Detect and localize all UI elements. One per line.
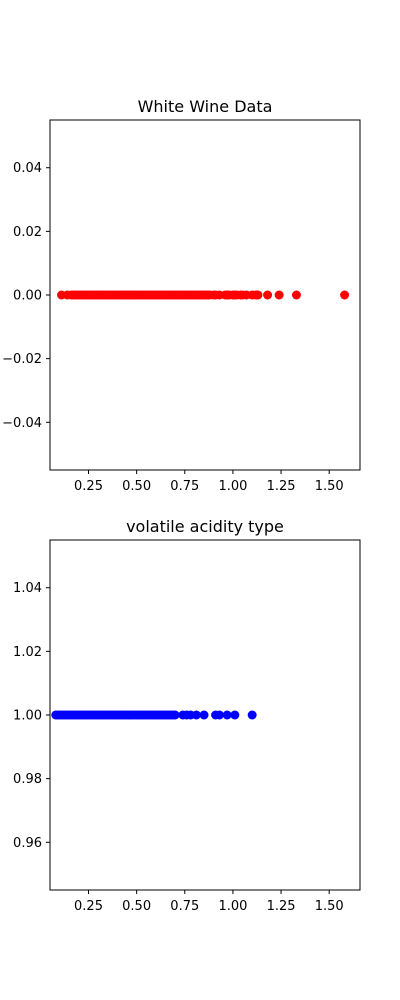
y-tick-label: −0.04 bbox=[2, 416, 42, 431]
y-tick-label: 0.98 bbox=[13, 772, 42, 787]
chart-title: volatile acidity type bbox=[126, 517, 284, 536]
series-points bbox=[57, 290, 350, 300]
x-axis-ticks: 0.25 0.50 0.75 1.00 1.25 1.50 bbox=[74, 890, 344, 914]
x-tick-label: 1.50 bbox=[315, 899, 344, 914]
data-point bbox=[214, 710, 224, 720]
y-tick-label: 0.96 bbox=[13, 836, 42, 851]
y-axis-ticks: −0.04 −0.02 0.00 0.02 0.04 bbox=[2, 161, 50, 431]
x-tick-label: 0.75 bbox=[170, 899, 199, 914]
x-axis-ticks: 0.25 0.50 0.75 1.00 1.25 1.50 bbox=[74, 470, 344, 494]
y-tick-label: 1.04 bbox=[13, 581, 42, 596]
x-tick-label: 0.25 bbox=[74, 899, 103, 914]
data-point bbox=[263, 290, 273, 300]
y-tick-label: 0.04 bbox=[13, 161, 42, 176]
y-tick-label: −0.02 bbox=[2, 352, 42, 367]
x-tick-label: 1.00 bbox=[218, 479, 247, 494]
x-tick-label: 0.50 bbox=[122, 899, 151, 914]
y-tick-label: 0.02 bbox=[13, 225, 42, 240]
data-point bbox=[170, 710, 180, 720]
x-tick-label: 0.25 bbox=[74, 479, 103, 494]
x-tick-label: 1.25 bbox=[267, 479, 296, 494]
data-point bbox=[191, 710, 201, 720]
data-point bbox=[291, 290, 301, 300]
x-tick-label: 0.50 bbox=[122, 479, 151, 494]
x-tick-label: 1.50 bbox=[315, 479, 344, 494]
x-tick-label: 1.25 bbox=[267, 899, 296, 914]
x-tick-label: 1.00 bbox=[218, 899, 247, 914]
white-wine-scatter-panel: White Wine Data 0.25 0.50 0.75 1.00 1.25 1.50… bbox=[2, 97, 361, 494]
data-point bbox=[230, 710, 240, 720]
data-point bbox=[222, 710, 232, 720]
data-point bbox=[253, 290, 263, 300]
series-points bbox=[51, 710, 257, 720]
x-tick-label: 0.75 bbox=[170, 479, 199, 494]
y-axis-ticks: 0.96 0.98 1.00 1.02 1.04 bbox=[13, 581, 50, 851]
data-point bbox=[199, 710, 209, 720]
y-tick-label: 0.00 bbox=[13, 289, 42, 304]
chart-title: White Wine Data bbox=[138, 97, 273, 116]
y-tick-label: 1.00 bbox=[13, 709, 42, 724]
data-point bbox=[274, 290, 284, 300]
volatile-acidity-scatter-panel: volatile acidity type 0.25 0.50 0.75 1.00 1.… bbox=[13, 517, 361, 914]
data-point bbox=[340, 290, 350, 300]
y-tick-label: 1.02 bbox=[13, 645, 42, 660]
data-point bbox=[247, 710, 257, 720]
